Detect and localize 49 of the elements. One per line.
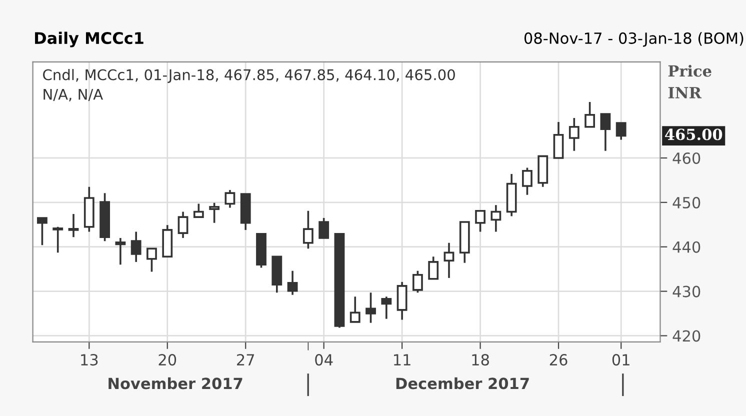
candlestick [490, 204, 502, 233]
candlestick [522, 166, 532, 196]
candlestick [209, 202, 220, 224]
candlestick [302, 210, 314, 250]
text: December 2017 [396, 377, 529, 390]
candlestick [444, 242, 454, 279]
candlestick [428, 256, 439, 280]
x-tick-label: 11 [394, 354, 410, 366]
candlestick [616, 122, 626, 141]
candlestick [381, 296, 392, 320]
candlestick [193, 202, 204, 218]
y-axis-title: Price INR [668, 64, 712, 98]
x-tick-label: 01 [612, 354, 630, 366]
y-tick-label: 460 [672, 152, 700, 164]
candlestick [224, 189, 236, 209]
candlestick [600, 113, 611, 152]
x-tick-label: 20 [158, 354, 176, 366]
candlestick [553, 121, 564, 159]
y-tick-label: 440 [672, 241, 700, 253]
candlestick [68, 213, 79, 238]
annotation: 465.00 [665, 128, 722, 140]
chart-title: Daily MCCc1 [35, 32, 144, 48]
y-tick-label: 450 [672, 196, 700, 208]
x-tick-label: 26 [550, 354, 568, 366]
candlestick [146, 248, 157, 273]
candlestick [115, 237, 126, 266]
annotation: N/A, N/A [44, 89, 103, 102]
annotation: Cndl, MCCc1, 01-Jan-18, 467.85, 467.85, 464.10, 465.00 [43, 68, 455, 83]
y-tick-label: 420 [672, 330, 700, 342]
candlestick [130, 230, 142, 263]
x-tick-label: 18 [472, 354, 489, 366]
candlestick [350, 296, 360, 323]
candlestick [568, 117, 580, 152]
candlestick [475, 210, 486, 233]
candlestick [412, 270, 423, 294]
candlestick [52, 226, 64, 254]
y-tick-label: 430 [672, 286, 700, 298]
candlestick [287, 270, 298, 296]
chart-subtitle: 08-Nov-17 - 03-Jan-18 (BOM) [524, 32, 744, 47]
candlestick [584, 101, 596, 128]
x-tick-label: 27 [237, 354, 254, 366]
candlestick [178, 210, 188, 239]
candlestick [37, 217, 48, 246]
candlestick [396, 281, 408, 321]
candlestick [366, 292, 376, 324]
text: November 2017 [108, 377, 242, 390]
x-tick-label: 13 [81, 354, 98, 366]
x-tick-label: 04 [315, 354, 333, 366]
candlestick [318, 217, 330, 239]
